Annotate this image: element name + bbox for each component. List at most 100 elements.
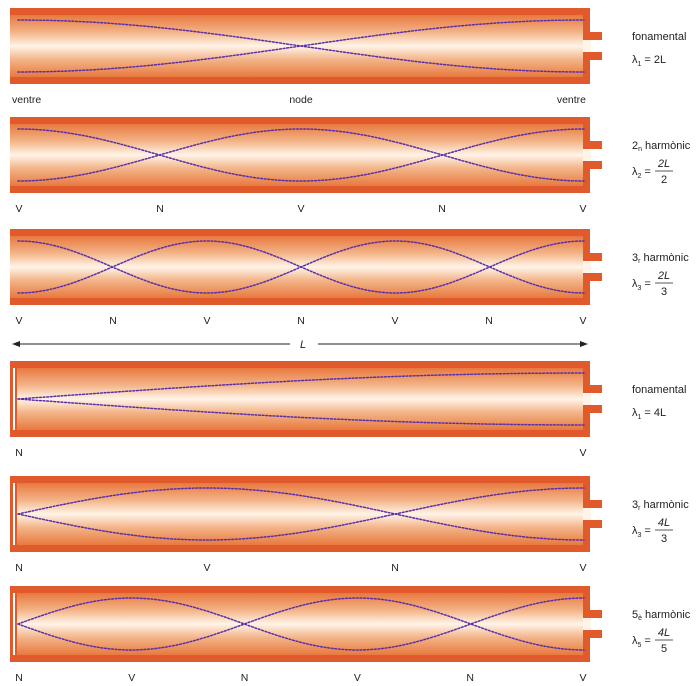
fraction-numerator: 2L: [657, 270, 670, 282]
formula-equals: =: [644, 278, 650, 290]
node-label: V: [128, 672, 135, 684]
wavelength-formula: λ2 =: [632, 166, 651, 180]
open-end: [10, 124, 17, 186]
wave-curve: [17, 372, 585, 400]
node-label: N: [241, 672, 249, 684]
mouthpiece-gap: [583, 508, 591, 520]
harmonic-word: harmònic: [643, 252, 689, 264]
tube-1: ventre node ventre fonamental λ1 = 2L: [10, 8, 686, 106]
harmonic-ordinal: n: [638, 146, 642, 153]
wave-curve: [17, 128, 585, 182]
harmonic-word: harmònic: [643, 499, 689, 511]
harmonic-label: 5è harmònic: [632, 609, 691, 622]
formula-equals: = 2L: [644, 54, 666, 66]
harmonic-word: fonamental: [632, 31, 686, 43]
mouthpiece-gap: [583, 618, 591, 630]
node-label: ventre: [557, 94, 586, 106]
fraction-denominator: 5: [661, 643, 667, 655]
wavelength-formula: λ1 = 2L: [632, 54, 666, 68]
arrowhead-left-icon: [12, 341, 20, 347]
harmonic-word: fonamental: [632, 384, 686, 396]
node-label: N: [466, 672, 474, 684]
wave-curve: [17, 19, 585, 73]
node-label: V: [203, 315, 210, 327]
wavelength-formula: λ1 = 4L: [632, 407, 666, 421]
formula-equals: =: [644, 635, 650, 647]
harmonic-label: 2n harmònic: [632, 140, 691, 153]
harmonic-ordinal: r: [638, 505, 641, 512]
node-label: V: [579, 562, 586, 574]
fraction-numerator: 4L: [658, 627, 670, 639]
node-label: N: [156, 203, 164, 215]
arrowhead-right-icon: [580, 341, 588, 347]
harmonic-word: harmònic: [645, 609, 691, 621]
mouthpiece-lower: [588, 273, 602, 281]
harmonic-label: fonamental: [632, 31, 686, 43]
node-label: N: [297, 315, 305, 327]
tube-interior: [17, 124, 583, 186]
closed-end-line: [13, 483, 15, 545]
formula-equals: = 4L: [644, 407, 666, 419]
fraction-numerator: 4L: [658, 517, 670, 529]
mouthpiece-lower: [588, 52, 602, 60]
node-label: N: [391, 562, 399, 574]
fraction-denominator: 3: [661, 286, 667, 298]
node-label: V: [579, 672, 586, 684]
wave-curve: [17, 597, 585, 651]
fraction-numerator: 2L: [657, 158, 670, 170]
node-label: N: [109, 315, 117, 327]
node-label: N: [15, 447, 23, 459]
mouthpiece-upper: [588, 385, 602, 393]
node-label: V: [15, 203, 22, 215]
wave-curve: [17, 128, 585, 182]
wave-curve: [17, 240, 585, 294]
node-label: N: [485, 315, 493, 327]
node-label: V: [579, 315, 586, 327]
node-label: ventre: [12, 94, 41, 106]
mouthpiece-upper: [588, 610, 602, 618]
mouthpiece-gap: [583, 393, 591, 405]
mouthpiece-upper: [588, 500, 602, 508]
closed-end-line: [13, 593, 15, 655]
lambda-symbol: λ: [632, 525, 638, 537]
mouthpiece-gap: [583, 261, 591, 273]
harmonic-ordinal: è: [638, 615, 642, 622]
mouthpiece-gap: [583, 149, 591, 161]
lambda-subscript: 3: [638, 285, 642, 292]
harmonic-number: 3: [632, 252, 638, 264]
fraction-denominator: 3: [661, 533, 667, 545]
lambda-subscript: 2: [638, 173, 642, 180]
node-label: N: [15, 672, 23, 684]
node-label: V: [579, 203, 586, 215]
wave-curve: [17, 487, 585, 541]
node-label: V: [15, 315, 22, 327]
tube-interior: [17, 593, 583, 655]
node-label: V: [354, 672, 361, 684]
mouthpiece-gap: [583, 40, 591, 52]
lambda-symbol: λ: [632, 166, 638, 178]
node-label: N: [15, 562, 23, 574]
lambda-subscript: 1: [638, 414, 642, 421]
harmonic-label: fonamental: [632, 384, 686, 396]
length-arrow: L: [12, 339, 588, 351]
wavelength-formula: λ5 =: [632, 635, 651, 649]
harmonic-word: harmònic: [645, 140, 691, 152]
wavelength-formula: λ3 =: [632, 525, 651, 539]
harmonic-label: 3r harmònic: [632, 252, 689, 265]
node-label: V: [203, 562, 210, 574]
formula-equals: =: [644, 525, 650, 537]
harmonic-ordinal: r: [638, 258, 641, 265]
open-end: [10, 15, 17, 77]
lambda-subscript: 5: [638, 642, 642, 649]
node-label: N: [438, 203, 446, 215]
wave-curve: [17, 398, 585, 426]
closed-end-line: [13, 368, 15, 430]
node-label: V: [391, 315, 398, 327]
mouthpiece-upper: [588, 32, 602, 40]
